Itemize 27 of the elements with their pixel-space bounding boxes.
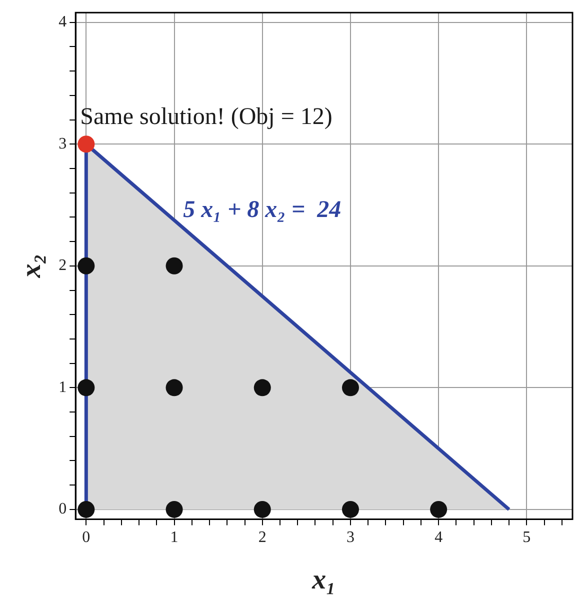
point (166, 257, 183, 274)
point (78, 379, 95, 396)
point (166, 379, 183, 396)
y-tick-label: 3 (58, 135, 67, 152)
x-tick-label: 2 (258, 529, 266, 546)
y-axis-title: x₂ (16, 254, 48, 279)
point (78, 136, 95, 153)
y-tick-label: 0 (58, 500, 67, 518)
point (254, 500, 271, 518)
x-tick-label: 5 (522, 529, 531, 546)
point (254, 379, 271, 396)
x-tick-label: 3 (346, 529, 354, 546)
x-axis-title: x₁ (311, 564, 336, 596)
point (166, 500, 183, 518)
x-tick-label: 4 (434, 529, 443, 546)
x-tick-label: 0 (82, 529, 90, 546)
y-tick-label: 2 (58, 257, 67, 274)
annotation: 5 x₁ + 8 x₂ = 24 (183, 197, 342, 224)
point (78, 257, 95, 274)
x-tick-label: 1 (170, 529, 178, 546)
point (342, 379, 359, 396)
point (342, 500, 359, 518)
y-tick-label: 4 (58, 14, 67, 31)
point (430, 500, 448, 518)
point (78, 500, 95, 518)
y-tick-label: 1 (58, 378, 67, 396)
annotation: Same solution! (Obj = 12) (80, 104, 332, 130)
